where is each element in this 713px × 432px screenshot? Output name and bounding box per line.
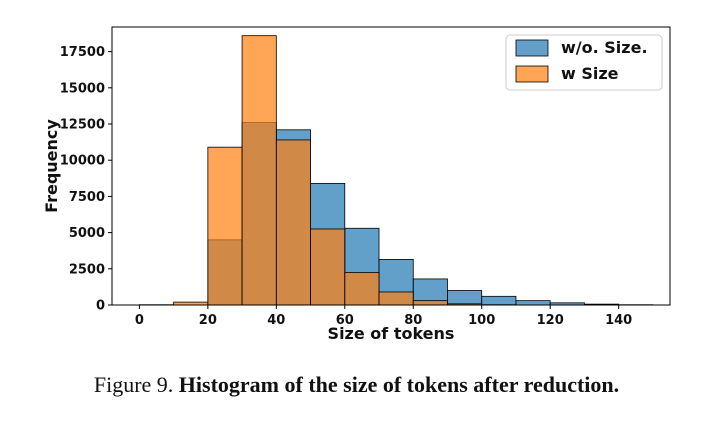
plot-frame — [111, 26, 671, 306]
x-tick-label-6: 120 — [537, 313, 564, 328]
x-tick-label-2: 40 — [267, 313, 285, 328]
legend-label-without-size: w/o. Size. — [561, 38, 648, 57]
y-tick-label-5: 12500 — [60, 118, 105, 133]
y-tick-label-2: 5000 — [69, 226, 105, 241]
bars-layer — [138, 35, 654, 306]
figure-caption: Figure 9. Histogram of the size of token… — [0, 372, 713, 398]
legend-swatch-with-size — [515, 65, 549, 83]
y-tick-label-3: 7500 — [69, 190, 105, 205]
bar-series-0-bin-10 — [481, 295, 517, 306]
y-tick-label-4: 10000 — [60, 154, 105, 169]
bar-series-1-bin-5 — [310, 228, 346, 306]
bar-series-0-bin-11 — [515, 300, 551, 306]
y-tick-label-7: 17500 — [60, 45, 105, 60]
x-axis-ticks: 0 20 40 60 80 100 120 140 — [135, 305, 632, 328]
y-axis-ticks: 0 2500 5000 7500 10000 12500 15000 17500 — [60, 45, 112, 314]
bar-series-1-bin-6 — [344, 272, 380, 306]
x-tick-label-4: 80 — [404, 313, 422, 328]
y-tick-label-1: 2500 — [69, 262, 105, 277]
x-tick-label-5: 100 — [468, 313, 495, 328]
legend-label-with-size: w Size — [561, 64, 619, 83]
bar-series-1-bin-8 — [412, 300, 448, 306]
x-tick-label-3: 60 — [336, 313, 354, 328]
x-axis-label: Size of tokens — [328, 324, 455, 343]
caption-label: Figure 9. — [93, 372, 174, 397]
bar-series-1-bin-3 — [241, 35, 277, 306]
bar-series-1-bin-4 — [275, 139, 311, 306]
caption-text: Histogram of the size of tokens after re… — [178, 372, 620, 397]
y-tick-label-0: 0 — [96, 299, 105, 314]
legend: w/o. Size. w Size — [505, 34, 663, 91]
histogram-chart: 0 20 40 60 80 100 120 140 0 2500 5000 7500 10000 125… — [42, 26, 671, 343]
x-tick-label-0: 0 — [135, 313, 144, 328]
bar-series-0-bin-9 — [447, 290, 483, 306]
x-tick-label-1: 20 — [199, 313, 217, 328]
x-tick-label-7: 140 — [605, 313, 632, 328]
y-axis-label: Frequency — [42, 119, 61, 213]
y-tick-label-6: 15000 — [60, 81, 105, 96]
legend-swatch-without-size — [515, 39, 549, 57]
bar-series-1-bin-7 — [378, 291, 414, 306]
bar-series-1-bin-2 — [207, 146, 243, 306]
